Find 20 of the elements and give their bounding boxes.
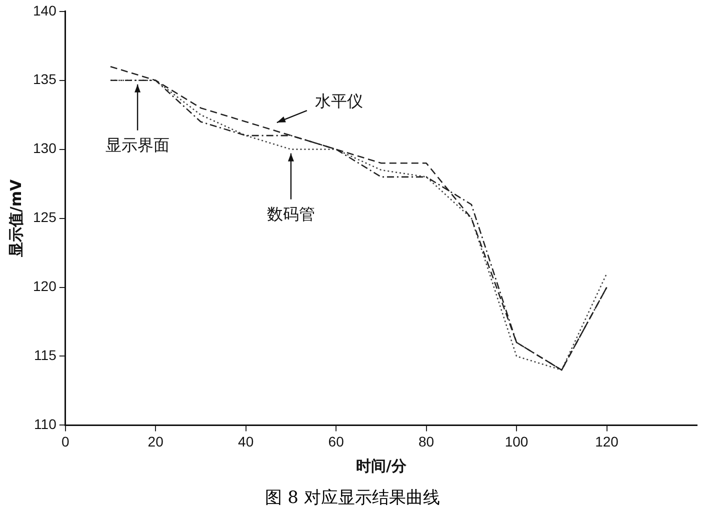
y-tick-label: 135 — [33, 71, 57, 88]
y-tick-label: 140 — [33, 2, 57, 18]
y-tick-label: 115 — [34, 347, 57, 364]
y-axis-title: 显示值/mV — [6, 179, 25, 258]
x-axis-title: 时间/分 — [356, 456, 408, 475]
annotation: 显示界面 — [106, 136, 170, 155]
x-tick-label: 20 — [148, 433, 164, 450]
annotation: 数码管 — [266, 204, 315, 224]
x-tick-label: 0 — [61, 433, 70, 450]
y-tick-label: 120 — [33, 278, 57, 294]
caption: 图 8 对应显示结果曲线 — [264, 487, 441, 509]
x-tick-label: 40 — [238, 433, 254, 450]
x-tick-label: 120 — [595, 433, 619, 450]
y-tick-label: 125 — [33, 209, 57, 226]
x-tick-label: 100 — [504, 433, 528, 450]
y-tick-label: 130 — [33, 140, 57, 156]
annotation: 水平仪 — [314, 92, 363, 111]
x-tick-label: 60 — [328, 433, 344, 450]
y-tick-label: 110 — [34, 416, 57, 432]
x-tick-label: 80 — [418, 433, 434, 450]
